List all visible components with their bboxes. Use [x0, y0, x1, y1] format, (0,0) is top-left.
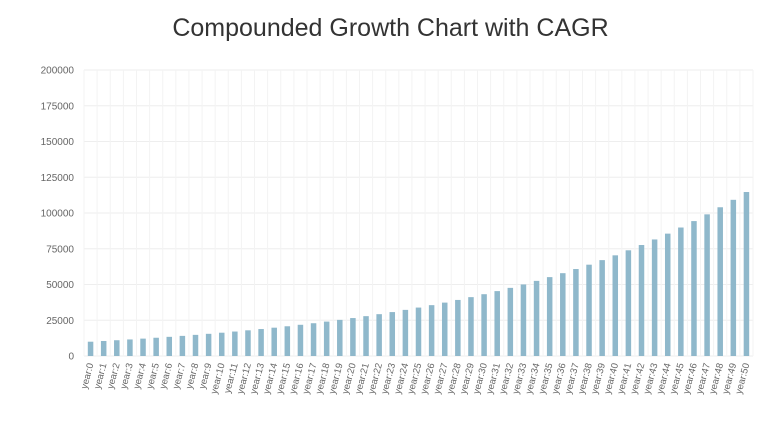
bar	[205, 333, 212, 356]
bar	[625, 250, 632, 356]
bar	[717, 207, 723, 356]
bar	[363, 316, 369, 356]
bar	[651, 239, 658, 356]
bar	[730, 199, 737, 356]
bar	[560, 273, 566, 356]
y-tick-label: 125000	[41, 173, 75, 184]
bar	[376, 314, 382, 356]
bar	[218, 332, 225, 356]
bar	[245, 330, 251, 356]
y-tick-label: 75000	[46, 244, 74, 255]
bar	[678, 227, 684, 356]
bar	[481, 294, 487, 356]
bar	[533, 280, 540, 356]
bar	[494, 291, 500, 356]
bar	[192, 334, 199, 356]
bar	[87, 341, 94, 356]
bar	[507, 287, 514, 356]
bar	[638, 245, 645, 356]
bar	[323, 321, 330, 356]
bar	[743, 192, 750, 356]
bar	[691, 221, 697, 356]
y-axis-ticks: 0 25000 50000 75000 100000 125000 150000 175000…	[41, 66, 75, 363]
bar	[297, 324, 304, 356]
y-tick-label: 0	[68, 352, 74, 363]
bar	[546, 277, 553, 356]
bar	[258, 329, 264, 356]
y-tick-label: 175000	[41, 101, 75, 112]
y-tick-label: 25000	[46, 316, 74, 327]
bar	[441, 302, 448, 356]
y-tick-label: 150000	[41, 137, 75, 148]
bar	[140, 338, 146, 356]
x-axis-ticks: year:0year:1year:2year:3year:4year:5year…	[79, 362, 752, 395]
bar	[455, 299, 461, 356]
bar	[520, 284, 527, 356]
bar	[586, 264, 592, 356]
y-tick-label: 50000	[46, 280, 74, 291]
bar	[389, 312, 396, 356]
bar	[612, 255, 619, 356]
bar	[179, 335, 186, 356]
bar	[337, 319, 343, 356]
bar	[664, 233, 671, 356]
bar	[127, 339, 133, 356]
bar	[350, 318, 356, 356]
bar	[100, 340, 107, 356]
bar	[402, 309, 409, 356]
bar	[599, 260, 605, 356]
y-tick-label: 200000	[41, 66, 75, 77]
bar	[166, 336, 173, 356]
chart-title: Compounded Growth Chart with CAGR	[172, 14, 609, 42]
bar	[704, 214, 710, 356]
grid-lines	[83, 69, 754, 357]
bar	[114, 340, 120, 356]
bar	[284, 326, 291, 356]
bar	[573, 269, 579, 356]
bar-series	[87, 192, 750, 356]
y-tick-label: 100000	[41, 209, 75, 220]
bar	[232, 331, 238, 356]
bar	[428, 305, 435, 356]
bar	[271, 327, 277, 356]
bar	[415, 307, 422, 356]
bar	[468, 297, 474, 356]
bar	[153, 337, 159, 356]
bar	[310, 323, 317, 356]
